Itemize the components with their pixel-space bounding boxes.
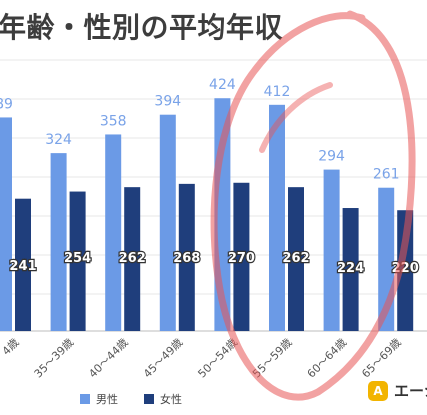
data-label-female-4: 270 [228, 251, 255, 266]
highlight-circle-stroke-extra [259, 82, 333, 153]
legend-label-female: 女性 [160, 393, 182, 406]
brand-logo: A エーシ [368, 380, 427, 401]
legend-label-male: 男性 [96, 393, 118, 406]
bar-female-5 [288, 187, 304, 331]
data-label-female-2: 262 [119, 251, 146, 266]
bar-male-1 [50, 153, 67, 331]
x-tick-label-0: 4歳 [0, 336, 22, 358]
data-label-female-0: 241 [9, 259, 36, 274]
bar-female-0 [15, 198, 31, 331]
x-tick-label-1: 35～39歳 [32, 336, 77, 381]
x-tick-label-2: 40～44歳 [86, 336, 131, 381]
data-label-male-1: 324 [45, 132, 72, 148]
chart-title: 年齢・性別の平均年収 [0, 11, 284, 44]
data-label-male-3: 394 [154, 94, 181, 110]
data-label-male-6: 294 [318, 149, 345, 165]
bar-male-0 [0, 117, 12, 332]
bar-male-6 [323, 169, 340, 331]
bar-female-2 [124, 187, 141, 331]
data-label-male-2: 358 [100, 113, 127, 129]
data-label-male-7: 261 [373, 167, 400, 183]
bar-male-3 [159, 114, 176, 331]
data-label-male-5: 412 [264, 84, 291, 100]
data-label-female-3: 268 [173, 251, 200, 266]
bar-female-6 [342, 208, 359, 331]
x-tick-label-3: 45～49歳 [141, 336, 186, 381]
bar-female-7 [397, 210, 414, 331]
data-label-male-0: 89 [0, 96, 13, 112]
brand-logo-icon: A [368, 380, 388, 401]
data-label-male-4: 424 [209, 77, 236, 93]
data-label-female-1: 254 [64, 251, 91, 266]
highlight-circle-annotation [210, 10, 416, 401]
bar-female-4 [233, 182, 250, 331]
brand-logo-text: エーシ [394, 382, 427, 400]
legend-item-female: 女性 [144, 391, 182, 407]
bar-female-3 [178, 183, 195, 331]
legend-swatch-male [80, 394, 90, 404]
bar-female-1 [69, 191, 86, 331]
legend-item-male: 男性 [80, 391, 118, 407]
chart-legend: 男性 女性 [80, 391, 208, 407]
data-label-female-5: 262 [282, 251, 309, 266]
bar-male-5 [269, 104, 285, 331]
legend-swatch-female [144, 394, 154, 404]
data-label-female-6: 224 [337, 261, 364, 276]
bar-male-2 [105, 134, 122, 331]
